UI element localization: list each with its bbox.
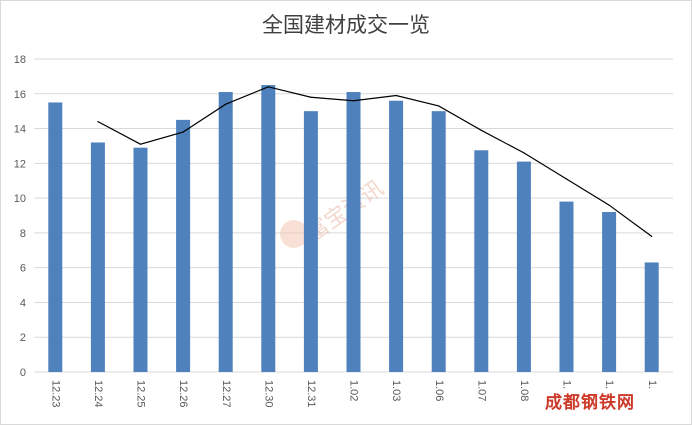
watermark: 富宝资讯 bbox=[280, 176, 389, 248]
y-tick-label: 0 bbox=[20, 367, 26, 379]
trend-point bbox=[438, 105, 440, 107]
trend-point bbox=[565, 178, 568, 180]
x-tick-label: 1.07 bbox=[475, 380, 487, 401]
bar bbox=[90, 142, 105, 372]
trend-point bbox=[97, 121, 99, 123]
bar bbox=[218, 92, 233, 373]
x-tick-label: 12.25 bbox=[135, 380, 147, 408]
x-tick-label: 1. bbox=[603, 380, 615, 389]
chart-title: 全国建材成交一览 bbox=[262, 13, 430, 37]
y-tick-label: 12 bbox=[14, 158, 26, 170]
y-tick-label: 18 bbox=[14, 54, 26, 66]
x-tick-label: 1.08 bbox=[518, 380, 530, 401]
corner-logo: 成都钢铁网 bbox=[541, 391, 639, 415]
bar bbox=[431, 111, 446, 373]
trend-point bbox=[395, 94, 397, 97]
trend-point bbox=[267, 86, 269, 88]
trend-point bbox=[139, 143, 142, 145]
bar bbox=[602, 212, 617, 372]
x-tick-label: 12.30 bbox=[262, 380, 274, 408]
trend-point bbox=[608, 204, 610, 206]
bar bbox=[516, 161, 531, 372]
bar bbox=[644, 262, 659, 372]
bar bbox=[303, 111, 318, 373]
x-tick-label: 1.02 bbox=[348, 380, 360, 401]
x-tick-label: 12.27 bbox=[220, 380, 232, 408]
y-tick-label: 10 bbox=[14, 193, 26, 205]
bar bbox=[389, 100, 404, 372]
y-tick-label: 16 bbox=[14, 89, 26, 101]
y-tick-label: 14 bbox=[14, 124, 26, 136]
y-tick-label: 4 bbox=[20, 297, 26, 309]
bar bbox=[559, 201, 574, 372]
bar bbox=[261, 85, 276, 372]
bar bbox=[346, 92, 361, 373]
trend-line bbox=[97, 86, 653, 237]
trend-point bbox=[523, 152, 525, 154]
x-tick-label: 12.31 bbox=[305, 380, 317, 408]
x-tick-label: 12.23 bbox=[49, 380, 61, 408]
trend-point bbox=[182, 131, 184, 133]
bar bbox=[48, 102, 63, 372]
y-tick-label: 2 bbox=[20, 332, 26, 344]
trend-point bbox=[352, 100, 355, 102]
trend-point bbox=[651, 235, 653, 237]
bar bbox=[133, 147, 148, 372]
x-tick-label: 1.06 bbox=[433, 380, 445, 401]
y-tick-label: 8 bbox=[20, 228, 26, 240]
x-tick-label: 12.26 bbox=[177, 380, 189, 408]
x-tick-label: 12.24 bbox=[92, 380, 104, 408]
x-tick-label: 1. bbox=[646, 380, 658, 389]
y-tick-label: 6 bbox=[20, 263, 26, 275]
trend-point bbox=[480, 129, 482, 131]
bar bbox=[176, 119, 191, 372]
x-tick-label: 1. bbox=[561, 380, 573, 389]
trend-point bbox=[225, 103, 227, 105]
trend-point bbox=[310, 96, 312, 98]
bar bbox=[474, 150, 489, 372]
x-tick-label: 1.03 bbox=[390, 380, 402, 401]
